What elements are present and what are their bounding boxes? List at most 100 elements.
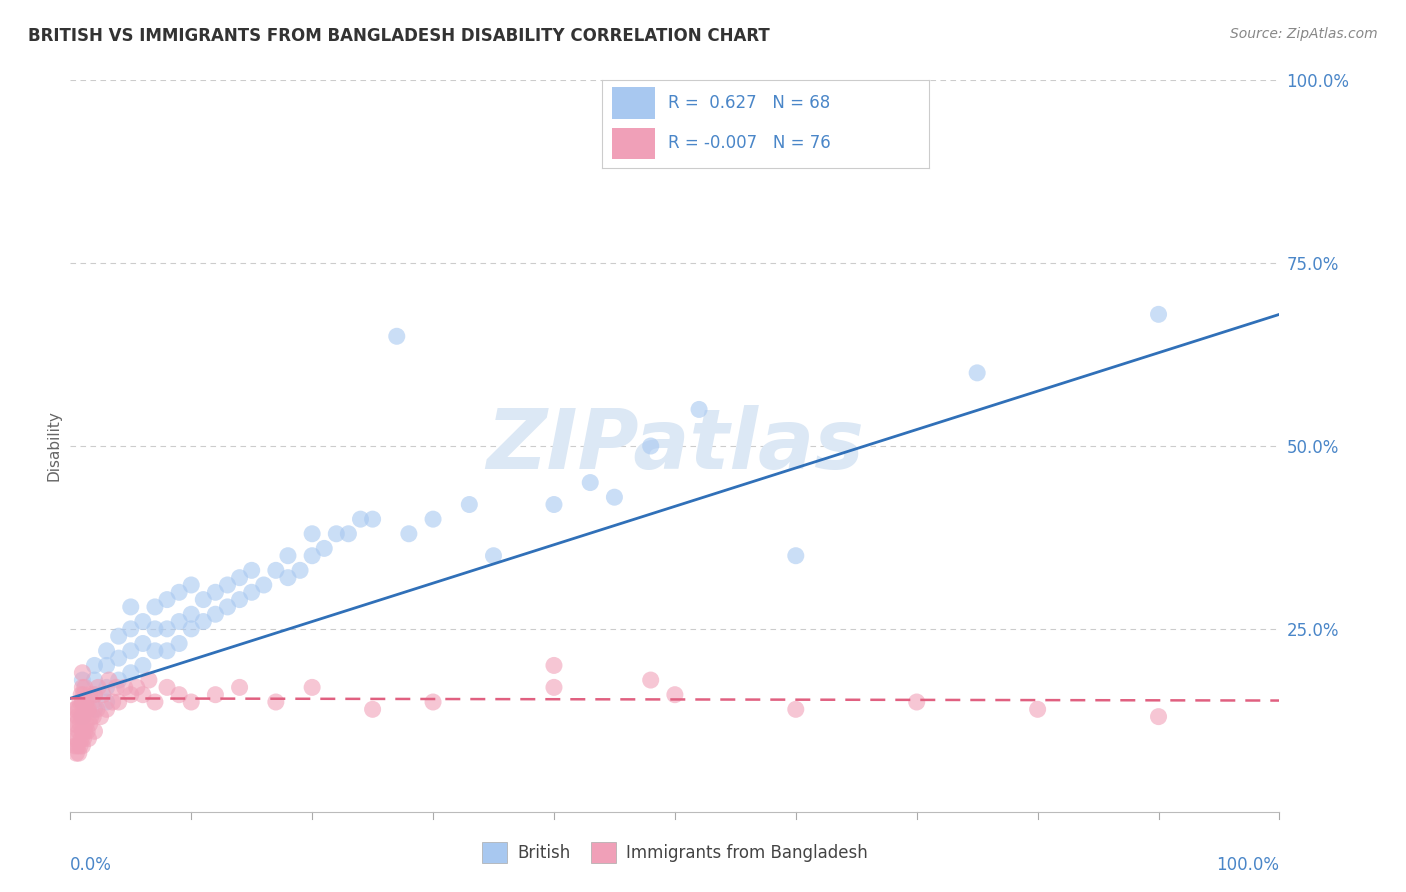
Point [228, 571, 250, 585]
Point [87, 681, 110, 695]
Point [105, 681, 128, 695]
Point [288, 563, 311, 577]
Point [63, 702, 86, 716]
Point [83, 658, 105, 673]
Point [143, 599, 166, 614]
Point [180, 607, 202, 622]
Point [72, 739, 94, 753]
Point [422, 512, 444, 526]
Point [1147, 307, 1170, 321]
Point [301, 681, 323, 695]
Point [101, 695, 124, 709]
Point [301, 549, 323, 563]
Point [79, 688, 101, 702]
Point [96, 681, 118, 695]
Point [75, 695, 97, 709]
Point [83, 688, 105, 702]
Point [579, 475, 602, 490]
Point [361, 512, 384, 526]
Point [314, 541, 336, 556]
Point [120, 622, 142, 636]
Point [167, 615, 190, 629]
Point [143, 695, 166, 709]
Point [180, 578, 202, 592]
Point [83, 673, 105, 687]
Point [240, 563, 263, 577]
Point [349, 512, 371, 526]
Point [72, 709, 94, 723]
Point [72, 688, 94, 702]
Point [125, 681, 148, 695]
Point [67, 746, 90, 760]
Point [75, 717, 97, 731]
Point [120, 644, 142, 658]
Text: 0.0%: 0.0% [70, 855, 112, 873]
Point [69, 695, 91, 709]
Point [107, 695, 129, 709]
Point [107, 629, 129, 643]
Point [70, 688, 93, 702]
Point [96, 695, 118, 709]
Point [96, 702, 118, 716]
Text: Source: ZipAtlas.com: Source: ZipAtlas.com [1230, 27, 1378, 41]
Text: 100.0%: 100.0% [1216, 855, 1279, 873]
Point [167, 585, 190, 599]
Point [114, 681, 136, 695]
Point [96, 658, 118, 673]
Point [66, 739, 89, 753]
Point [132, 615, 155, 629]
Point [107, 651, 129, 665]
Point [240, 585, 263, 599]
Point [204, 688, 226, 702]
Point [82, 709, 104, 723]
Point [156, 592, 179, 607]
Point [1026, 702, 1049, 716]
Point [65, 717, 87, 731]
Point [76, 702, 98, 716]
Point [905, 695, 928, 709]
Point [72, 681, 94, 695]
Point [217, 578, 239, 592]
Point [337, 526, 360, 541]
Point [86, 702, 108, 716]
Point [72, 673, 94, 687]
Point [543, 658, 565, 673]
Point [228, 592, 250, 607]
Point [77, 731, 100, 746]
Point [70, 731, 93, 746]
Point [785, 549, 807, 563]
Point [277, 571, 299, 585]
Point [67, 724, 90, 739]
Point [120, 599, 142, 614]
Point [91, 688, 114, 702]
Point [80, 709, 103, 723]
Point [543, 681, 565, 695]
Point [156, 644, 179, 658]
Point [67, 702, 90, 716]
Point [80, 695, 103, 709]
Point [132, 688, 155, 702]
Point [398, 526, 420, 541]
Point [79, 717, 101, 731]
Point [120, 665, 142, 680]
Point [120, 688, 142, 702]
Point [167, 636, 190, 650]
Point [72, 695, 94, 709]
Point [65, 731, 87, 746]
Point [72, 709, 94, 723]
Point [65, 702, 87, 716]
Point [253, 578, 276, 592]
Point [72, 709, 94, 723]
Point [361, 702, 384, 716]
Point [73, 681, 96, 695]
Point [96, 644, 118, 658]
Point [98, 673, 121, 687]
Point [640, 673, 662, 687]
Point [65, 746, 87, 760]
Point [193, 592, 215, 607]
Point [264, 695, 287, 709]
Point [325, 526, 347, 541]
Point [217, 599, 239, 614]
Point [132, 636, 155, 650]
Point [72, 724, 94, 739]
